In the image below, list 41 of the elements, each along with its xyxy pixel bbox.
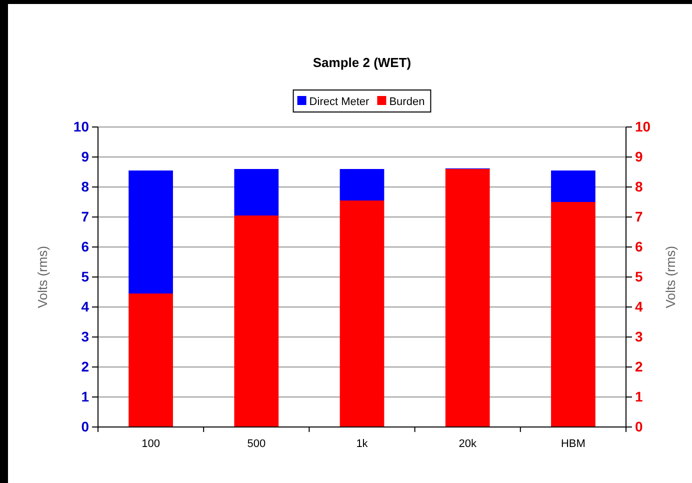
x-tick-label: 100 xyxy=(142,438,160,450)
y2-tick-label: 2 xyxy=(635,358,643,374)
y-tick-label: 10 xyxy=(73,118,90,134)
x-tick-label: HBM xyxy=(560,438,586,450)
y2-tick-label: 4 xyxy=(635,298,643,314)
y2-tick-label: 9 xyxy=(635,148,643,164)
bar xyxy=(340,200,384,427)
y-tick-label: 4 xyxy=(81,298,90,314)
bar xyxy=(128,170,173,294)
y2-tick-label: 10 xyxy=(635,118,651,134)
y-tick-label: 5 xyxy=(81,268,90,284)
y-tick-label: 6 xyxy=(81,238,90,254)
bar xyxy=(234,216,279,427)
x-tick-label: 20k xyxy=(458,438,477,450)
x-tick-label: 1k xyxy=(356,438,368,450)
y2-tick-label: 7 xyxy=(635,208,643,224)
legend-label: Burden xyxy=(389,96,425,108)
y-tick-label: 3 xyxy=(81,328,90,344)
y-tick-label: 8 xyxy=(81,178,90,194)
chart-title: Sample 2 (WET) xyxy=(312,55,412,70)
bar xyxy=(445,169,490,427)
y-tick-label: 1 xyxy=(81,388,90,404)
bar xyxy=(340,169,384,200)
y2-tick-label: 5 xyxy=(635,268,643,284)
y2-axis-title: Volts (rms) xyxy=(663,246,678,308)
y-tick-label: 0 xyxy=(81,418,90,434)
x-tick-label: 500 xyxy=(247,438,266,450)
legend-label: Direct Meter xyxy=(309,96,370,108)
bar xyxy=(234,169,279,216)
y-tick-label: 7 xyxy=(81,208,90,224)
y-tick-label: 2 xyxy=(81,358,90,374)
y2-tick-label: 0 xyxy=(635,418,643,434)
bar xyxy=(551,170,596,202)
y2-tick-label: 1 xyxy=(635,388,643,404)
y-tick-label: 9 xyxy=(81,148,90,164)
bar xyxy=(551,202,596,427)
y2-tick-label: 8 xyxy=(635,178,643,194)
bar xyxy=(128,294,173,427)
y-axis-title: Volts (rms) xyxy=(35,246,50,308)
y2-tick-label: 3 xyxy=(635,328,643,344)
y2-tick-label: 6 xyxy=(635,238,643,254)
